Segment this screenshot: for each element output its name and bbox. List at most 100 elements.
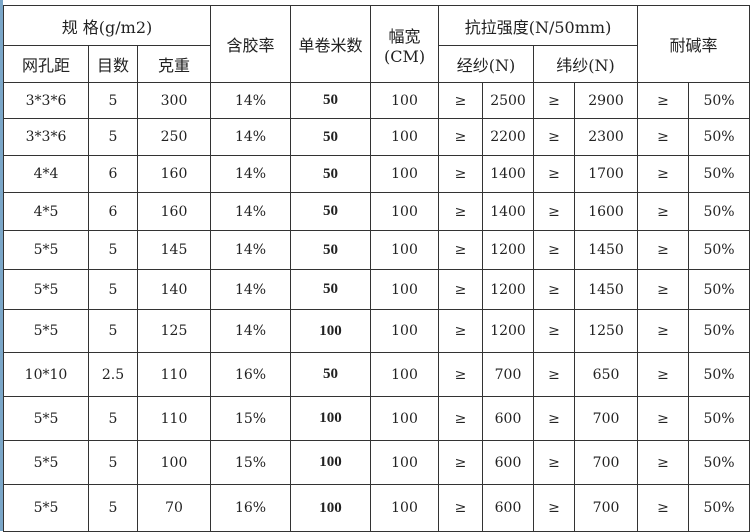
cell-warp: 600 bbox=[482, 396, 535, 441]
cell-glue: 14% bbox=[210, 192, 292, 231]
table-row: 4*4 6 160 14% 50 100 ≥1400 ≥1700 ≥50% bbox=[3, 155, 750, 193]
table-row: 10*10 2.5 110 16% 50 100 ≥700 ≥650 ≥50% bbox=[3, 352, 750, 397]
cell-mesh: 5*5 bbox=[3, 396, 89, 441]
header-alkali: 耐碱率 bbox=[637, 5, 750, 83]
cell-count: 5 bbox=[88, 269, 138, 310]
cell-alkali: 50% bbox=[688, 309, 750, 353]
ge-symbol: ≥ bbox=[637, 269, 690, 310]
header-tensile: 抗拉强度(N/50mm) bbox=[438, 5, 639, 46]
ge-symbol: ≥ bbox=[533, 484, 576, 532]
cell-warp: 1200 bbox=[482, 230, 535, 270]
cell-warp: 2500 bbox=[482, 82, 535, 119]
header-count: 目数 bbox=[88, 45, 138, 83]
cell-weight: 300 bbox=[136, 82, 212, 119]
cell-weight: 250 bbox=[136, 118, 212, 156]
table-row: 5*5 5 140 14% 50 100 ≥1200 ≥1450 ≥50% bbox=[3, 269, 750, 310]
cell-mesh: 5*5 bbox=[3, 484, 89, 532]
cell-weight: 70 bbox=[136, 484, 212, 532]
cell-width: 100 bbox=[370, 309, 440, 353]
table-row: 3*3*6 5 250 14% 50 100 ≥2200 ≥2300 ≥50% bbox=[3, 118, 750, 156]
ge-symbol: ≥ bbox=[533, 269, 576, 310]
cell-weft: 700 bbox=[574, 440, 639, 485]
cell-width: 100 bbox=[370, 118, 440, 156]
cell-width: 100 bbox=[370, 192, 440, 231]
table-row: 3*3*6 5 300 14% 50 100 ≥2500 ≥2900 ≥50% bbox=[3, 82, 750, 119]
cell-warp: 1200 bbox=[482, 269, 535, 310]
table-row: 5*5 5 100 15% 100 100 ≥600 ≥700 ≥50% bbox=[3, 440, 750, 485]
cell-alkali: 50% bbox=[688, 440, 750, 485]
ge-symbol: ≥ bbox=[438, 155, 484, 193]
header-warp: 经纱(N) bbox=[438, 45, 535, 83]
ge-symbol: ≥ bbox=[637, 82, 690, 119]
header-mesh: 网孔距 bbox=[3, 45, 89, 83]
table-row: 5*5 5 110 15% 100 100 ≥600 ≥700 ≥50% bbox=[3, 396, 750, 441]
cell-roll: 50 bbox=[290, 192, 372, 231]
cell-mesh: 5*5 bbox=[3, 440, 89, 485]
cell-alkali: 50% bbox=[688, 192, 750, 231]
ge-symbol: ≥ bbox=[438, 82, 484, 119]
ge-symbol: ≥ bbox=[438, 118, 484, 156]
ge-symbol: ≥ bbox=[637, 230, 690, 270]
ge-symbol: ≥ bbox=[438, 352, 484, 397]
cell-roll: 50 bbox=[290, 230, 372, 270]
cell-roll: 100 bbox=[290, 484, 372, 532]
ge-symbol: ≥ bbox=[438, 192, 484, 231]
ge-symbol: ≥ bbox=[438, 396, 484, 441]
cell-count: 6 bbox=[88, 192, 138, 231]
cell-mesh: 3*3*6 bbox=[3, 82, 89, 119]
cell-alkali: 50% bbox=[688, 155, 750, 193]
cell-mesh: 5*5 bbox=[3, 269, 89, 310]
cell-weft: 650 bbox=[574, 352, 639, 397]
ge-symbol: ≥ bbox=[637, 396, 690, 441]
cell-count: 2.5 bbox=[88, 352, 138, 397]
cell-weft: 1250 bbox=[574, 309, 639, 353]
header-roll: 单卷米数 bbox=[290, 5, 372, 83]
cell-mesh: 3*3*6 bbox=[3, 118, 89, 156]
cell-mesh: 4*4 bbox=[3, 155, 89, 193]
cell-weight: 100 bbox=[136, 440, 212, 485]
ge-symbol: ≥ bbox=[637, 309, 690, 353]
cell-mesh: 5*5 bbox=[3, 230, 89, 270]
cell-glue: 15% bbox=[210, 396, 292, 441]
cell-width: 100 bbox=[370, 396, 440, 441]
cell-count: 6 bbox=[88, 155, 138, 193]
cell-roll: 100 bbox=[290, 440, 372, 485]
cell-weight: 160 bbox=[136, 155, 212, 193]
cell-alkali: 50% bbox=[688, 352, 750, 397]
header-glue: 含胶率 bbox=[210, 5, 292, 83]
ge-symbol: ≥ bbox=[533, 396, 576, 441]
cell-weight: 110 bbox=[136, 352, 212, 397]
cell-alkali: 50% bbox=[688, 484, 750, 532]
cell-weight: 110 bbox=[136, 396, 212, 441]
cell-weight: 160 bbox=[136, 192, 212, 231]
cell-width: 100 bbox=[370, 230, 440, 270]
ge-symbol: ≥ bbox=[533, 230, 576, 270]
ge-symbol: ≥ bbox=[533, 82, 576, 119]
table-row: 4*5 6 160 14% 50 100 ≥1400 ≥1600 ≥50% bbox=[3, 192, 750, 231]
cell-weft: 700 bbox=[574, 396, 639, 441]
cell-weight: 125 bbox=[136, 309, 212, 353]
cell-warp: 600 bbox=[482, 440, 535, 485]
ge-symbol: ≥ bbox=[533, 440, 576, 485]
cell-count: 5 bbox=[88, 484, 138, 532]
cell-warp: 600 bbox=[482, 484, 535, 532]
ge-symbol: ≥ bbox=[533, 155, 576, 193]
table-row: 5*5 5 125 14% 100 100 ≥1200 ≥1250 ≥50% bbox=[3, 309, 750, 353]
cell-alkali: 50% bbox=[688, 396, 750, 441]
cell-count: 5 bbox=[88, 230, 138, 270]
cell-width: 100 bbox=[370, 484, 440, 532]
cell-glue: 14% bbox=[210, 269, 292, 310]
cell-glue: 16% bbox=[210, 352, 292, 397]
ge-symbol: ≥ bbox=[438, 440, 484, 485]
cell-warp: 1200 bbox=[482, 309, 535, 353]
ge-symbol: ≥ bbox=[533, 309, 576, 353]
cell-weft: 1700 bbox=[574, 155, 639, 193]
cell-warp: 2200 bbox=[482, 118, 535, 156]
ge-symbol: ≥ bbox=[637, 118, 690, 156]
cell-glue: 14% bbox=[210, 155, 292, 193]
header-weft: 纬纱(N) bbox=[533, 45, 639, 83]
cell-warp: 1400 bbox=[482, 192, 535, 231]
header-width: 幅宽(CM) bbox=[370, 5, 440, 83]
cell-glue: 16% bbox=[210, 484, 292, 532]
